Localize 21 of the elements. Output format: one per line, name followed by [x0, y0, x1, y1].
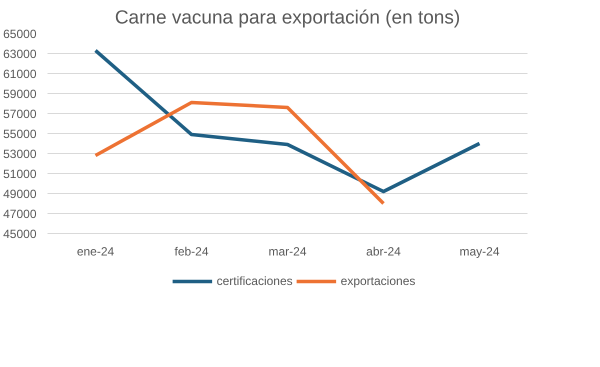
y-tick-label: 57000 [3, 107, 37, 121]
y-tick-label: 53000 [3, 147, 37, 161]
x-tick-label: abr-24 [366, 244, 402, 258]
line-series [94, 48, 482, 194]
x-tick-label: may-24 [459, 244, 500, 258]
x-tick-label: feb-24 [174, 244, 209, 258]
y-tick-label: 55000 [3, 127, 37, 141]
y-tick-label: 61000 [3, 67, 37, 81]
x-tick-label: mar-24 [268, 244, 307, 258]
y-tick-label: 49000 [3, 187, 37, 201]
y-tick-label: 47000 [3, 207, 37, 221]
y-tick-label: 63000 [3, 47, 37, 61]
y-tick-label: 51000 [3, 167, 37, 181]
x-tick-label: ene-24 [76, 244, 115, 258]
legend-label: certificaciones [216, 274, 293, 288]
line-series [94, 100, 386, 206]
chart-title: Carne vacuna para exportación (en tons) [114, 8, 460, 28]
legend-label: exportaciones [340, 274, 416, 288]
y-tick-label: 65000 [3, 27, 37, 41]
y-tick-label: 45000 [3, 227, 37, 241]
y-tick-label: 59000 [3, 87, 37, 101]
